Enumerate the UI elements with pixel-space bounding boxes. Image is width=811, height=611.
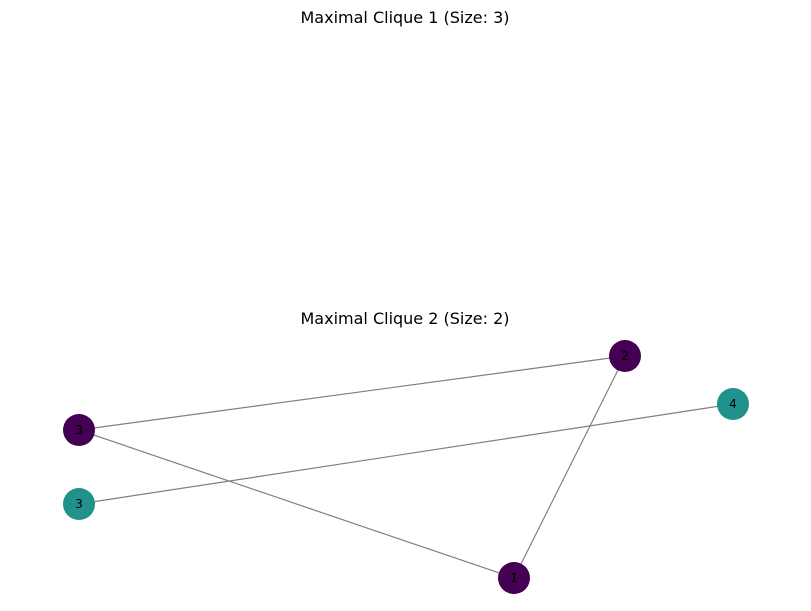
node-circle <box>609 340 641 372</box>
graph-node: 1 <box>498 562 530 594</box>
graph-edge <box>513 355 626 579</box>
graph-node: 2 <box>609 340 641 372</box>
panel-clique-2: Maximal Clique 2 (Size: 2) 3 2 1 3 4 <box>63 309 749 594</box>
panel-1-title: Maximal Clique 1 (Size: 3) <box>301 8 510 27</box>
node-circle <box>63 488 95 520</box>
node-circle <box>717 388 749 420</box>
panel-2-title: Maximal Clique 2 (Size: 2) <box>301 309 510 328</box>
node-circle <box>498 562 530 594</box>
node-label: 1 <box>510 571 518 585</box>
node-label: 2 <box>621 349 629 363</box>
graph-edge <box>78 403 734 505</box>
node-label: 3 <box>75 497 83 511</box>
graph-node: 4 <box>717 388 749 420</box>
graph-edge <box>78 355 626 431</box>
graph-edge <box>78 429 515 579</box>
graph-node: 3 <box>63 414 95 446</box>
graph-node: 3 <box>63 488 95 520</box>
node-circle <box>63 414 95 446</box>
node-layer: 3 2 1 3 4 <box>63 340 749 594</box>
node-label: 4 <box>729 397 737 411</box>
panel-clique-1: Maximal Clique 1 (Size: 3) <box>301 8 510 27</box>
edge-layer <box>78 355 734 579</box>
node-label: 3 <box>75 423 83 437</box>
